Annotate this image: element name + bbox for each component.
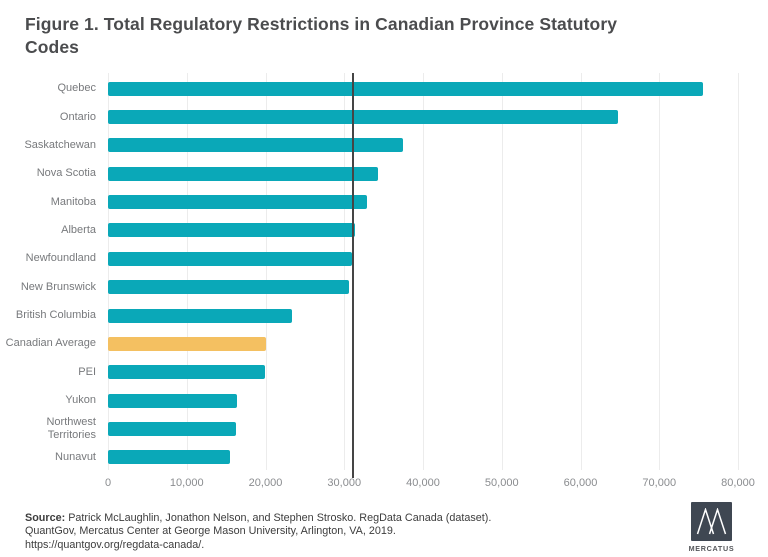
mercatus-logo-mark bbox=[691, 502, 732, 541]
x-tick-label: 40,000 bbox=[406, 477, 440, 489]
y-label-quebec: Quebec bbox=[57, 82, 96, 95]
y-label-alberta: Alberta bbox=[61, 223, 96, 236]
y-label-yukon: Yukon bbox=[65, 394, 96, 407]
y-label-british-columbia: British Columbia bbox=[15, 309, 96, 322]
y-label-saskatchewan: Saskatchewan bbox=[24, 138, 96, 151]
x-tick-label: 30,000 bbox=[327, 477, 362, 489]
plot-area bbox=[108, 73, 739, 478]
y-label-manitoba: Manitoba bbox=[50, 195, 96, 208]
y-axis-labels: Quebec Ontario Saskatchewan Nova Scotia Mani… bbox=[0, 73, 96, 470]
gridline-10000 bbox=[186, 73, 188, 470]
y-label-new-brunswick: New Brunswick bbox=[20, 280, 96, 293]
chart-title: Figure 1. Total Regulatory Restrictions … bbox=[25, 14, 618, 58]
gridline-0 bbox=[108, 73, 109, 470]
bar-alberta bbox=[108, 223, 356, 238]
gridline-20000 bbox=[265, 73, 267, 470]
source-line3: https://quantgov.org/regdata-canada/. bbox=[25, 538, 205, 551]
mercatus-logo-text: MERCATUS bbox=[688, 544, 735, 553]
gridline-60000 bbox=[580, 73, 582, 470]
bar-british-columbia bbox=[108, 308, 293, 323]
bar-northwest-territories bbox=[108, 421, 236, 436]
y-label-ontario: Ontario bbox=[59, 110, 96, 123]
average-reference-line bbox=[351, 73, 354, 478]
x-tick-label: 80,000 bbox=[721, 477, 755, 489]
bar-canadian-average bbox=[108, 336, 267, 351]
source-note: Source: Patrick McLaughlin, Jonathon Nel… bbox=[25, 512, 585, 552]
bar-saskatchewan bbox=[108, 138, 403, 153]
x-tick-label: 20,000 bbox=[248, 477, 283, 489]
x-tick-label: 10,000 bbox=[169, 477, 204, 489]
bar-ontario bbox=[108, 110, 619, 125]
x-tick-label: 70,000 bbox=[642, 477, 677, 489]
x-tick-label: 60,000 bbox=[563, 477, 598, 489]
bar-quebec bbox=[108, 81, 703, 96]
bar-nunavut bbox=[108, 450, 231, 465]
y-label-northwest-territories: Northwest Territories bbox=[46, 415, 96, 441]
bar-newfoundland bbox=[108, 251, 353, 266]
source-label: Source: bbox=[25, 512, 66, 524]
gridline-40000 bbox=[423, 73, 424, 470]
y-label-canadian-average: Canadian Average bbox=[5, 337, 96, 350]
y-label-newfoundland: Newfoundland bbox=[25, 252, 96, 265]
source-text: Patrick McLaughlin, Jonathon Nelson, and… bbox=[65, 512, 492, 524]
bar-pei bbox=[108, 365, 265, 380]
y-label-nunavut: Nunavut bbox=[55, 450, 96, 463]
x-axis-labels: 0 10,000 20,000 30,000 40,000 50,000 60,000 70,… bbox=[0, 477, 768, 491]
x-tick-label: 0 bbox=[104, 477, 112, 489]
bar-new-brunswick bbox=[108, 280, 349, 295]
gridline-30000 bbox=[344, 73, 346, 470]
bar-manitoba bbox=[108, 195, 368, 210]
mercatus-logo: MERCATUS bbox=[687, 502, 736, 554]
bar-yukon bbox=[108, 393, 238, 408]
y-label-nova-scotia: Nova Scotia bbox=[36, 167, 96, 180]
x-tick-label: 50,000 bbox=[484, 477, 519, 489]
source-line2: QuantGov, Mercatus Center at George Maso… bbox=[25, 525, 396, 538]
gridline-50000 bbox=[501, 73, 503, 470]
gridline-70000 bbox=[659, 73, 661, 470]
bar-nova-scotia bbox=[108, 166, 379, 181]
y-label-pei: PEI bbox=[78, 365, 96, 378]
gridline-80000 bbox=[738, 73, 739, 470]
mercatus-m-icon bbox=[696, 508, 727, 535]
